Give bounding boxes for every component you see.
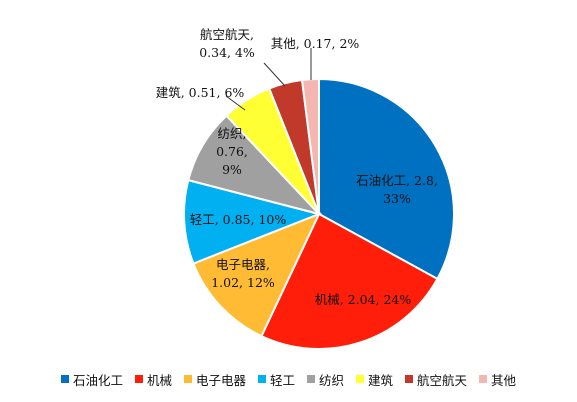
legend-item-5: 建筑 [356, 370, 393, 389]
data-label-2-1: 1.02, 12% [211, 275, 275, 290]
leader-line-6 [263, 62, 286, 87]
data-label-7-0: 其他, 0.17, 2% [271, 36, 360, 51]
leader-line-5 [225, 95, 246, 111]
legend-item-7: 其他 [479, 370, 516, 389]
pie-slice-2 [192, 212, 321, 338]
data-label-4-0: 纺织, [218, 126, 247, 141]
legend-swatch-6 [405, 375, 414, 383]
legend-item-4: 纺织 [307, 370, 344, 389]
data-label-2-0: 电子电器, [216, 257, 270, 272]
legend-item-3: 轻工 [257, 370, 295, 389]
legend-swatch-5 [356, 375, 365, 383]
data-label-3-0: 轻工, 0.85, 10% [190, 212, 287, 227]
legend-label-1: 机械 [146, 372, 172, 388]
legend: 石油化工 机械 电子电器 轻工 纺织 建筑 航空航天 其他 [0, 369, 577, 389]
legend-label-4: 纺织 [319, 372, 345, 388]
data-label-0-0: 石油化工, 2.8, [356, 173, 438, 188]
legend-label-6: 航空航天 [417, 372, 468, 388]
legend-swatch-1 [134, 375, 143, 383]
data-label-4-2: 9% [222, 162, 242, 177]
legend-swatch-0 [60, 375, 69, 383]
legend-item-2: 电子电器 [183, 370, 246, 389]
pie-slice-0 [318, 77, 455, 281]
data-label-1-0: 机械, 2.04, 24% [315, 292, 412, 307]
data-label-0-1: 33% [383, 191, 411, 206]
legend-item-6: 航空航天 [405, 370, 467, 389]
legend-label-3: 轻工 [269, 372, 295, 388]
legend-item-0: 石油化工 [60, 370, 123, 389]
pie-slice-3 [183, 178, 323, 265]
pie-slice-1 [260, 212, 439, 350]
data-label-6-0: 航空航天, [200, 27, 254, 42]
legend-swatch-7 [479, 375, 488, 383]
legend-item-1: 机械 [134, 370, 172, 389]
legend-label-2: 电子电器 [195, 372, 246, 388]
legend-label-7: 其他 [491, 372, 517, 388]
data-label-5-0: 建筑, 0.51, 6% [156, 85, 245, 100]
legend-swatch-2 [183, 375, 192, 383]
legend-swatch-4 [307, 375, 315, 383]
legend-swatch-3 [257, 375, 266, 383]
legend-label-0: 石油化工 [72, 372, 123, 388]
data-label-6-1: 0.34, 4% [199, 45, 255, 60]
data-label-4-1: 0.76, [216, 144, 248, 159]
legend-label-5: 建筑 [368, 372, 394, 388]
